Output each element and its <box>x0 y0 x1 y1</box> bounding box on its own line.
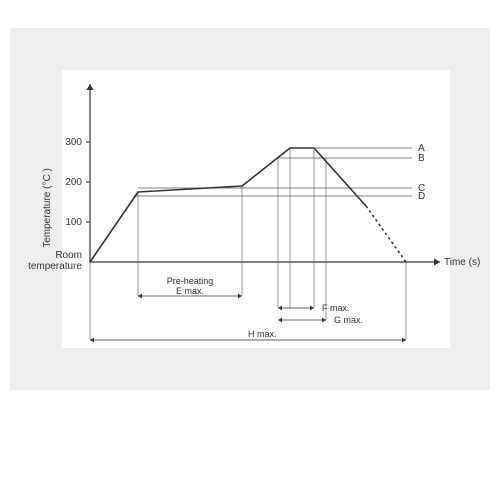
ytick-300: 300 <box>65 137 82 148</box>
dim-label-E-2: E max. <box>176 286 204 296</box>
x-axis-label: Time (s) <box>444 257 480 268</box>
dim-label-F: F max. <box>322 303 350 313</box>
chart-panel: 100 200 300 Temperature (°C ) Time (s) Roomte… <box>10 28 490 390</box>
reflow-profile-chart: 100 200 300 Temperature (°C ) Time (s) Roomte… <box>10 28 490 390</box>
plot-area <box>62 70 450 348</box>
ref-label-B: B <box>418 153 425 164</box>
y-axis-label: Temperature (°C ) <box>42 168 53 248</box>
ytick-200: 200 <box>65 177 82 188</box>
page: 100 200 300 Temperature (°C ) Time (s) Roomte… <box>0 0 500 500</box>
room-temp-label-2: temperature <box>28 261 82 272</box>
dim-label-E-1: Pre-heating <box>167 276 214 286</box>
room-temp-label-1: Room <box>55 250 82 261</box>
dim-label-H: H max. <box>248 329 277 339</box>
ref-label-D: D <box>418 191 425 202</box>
ytick-100: 100 <box>65 217 82 228</box>
dim-label-G: G max. <box>334 315 363 325</box>
